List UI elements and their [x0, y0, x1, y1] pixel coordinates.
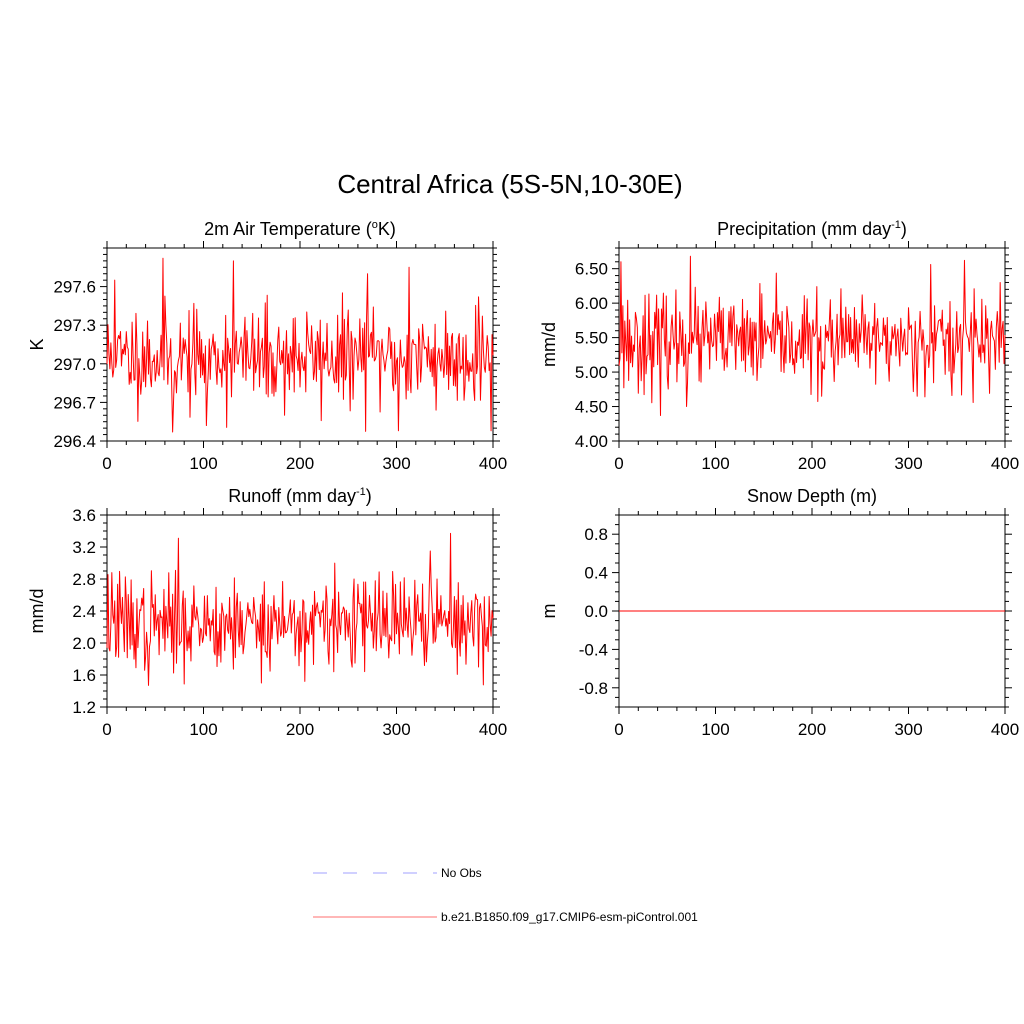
figure-title: Central Africa (5S-5N,10-30E) — [337, 169, 682, 199]
panels: 2m Air Temperature (oK) K 0 100 200 300 400 296… — [27, 219, 1019, 739]
y-tick-label: 5.00 — [575, 363, 608, 382]
x-tick-label: 400 — [479, 720, 507, 739]
y-tick-label: 6.00 — [575, 294, 608, 313]
x-tick-label: 300 — [382, 454, 410, 473]
y-axis-label: mm/d — [539, 322, 559, 367]
panel-title: 2m Air Temperature (oK) — [204, 219, 396, 239]
chart-panel: Runoff (mm day-1) mm/d 0 100 200 300 400 1.2 1.6… — [27, 486, 507, 739]
legend-label-model: b.e21.B1850.f09_g17.CMIP6-esm-piControl.… — [441, 910, 698, 924]
x-tick-label: 200 — [286, 454, 314, 473]
y-tick-label: 4.00 — [575, 432, 608, 451]
y-axis-label: mm/d — [27, 589, 47, 634]
x-tick-label: 0 — [614, 720, 623, 739]
series-line — [106, 532, 494, 686]
panel-title: Snow Depth (m) — [747, 486, 877, 506]
y-tick-label: 296.7 — [53, 393, 96, 412]
y-tick-label: 2.4 — [72, 602, 96, 621]
x-tick-label: 0 — [614, 454, 623, 473]
y-tick-label: -0.8 — [579, 679, 608, 698]
y-tick-label: 0.8 — [584, 525, 608, 544]
x-tick-label: 300 — [894, 720, 922, 739]
y-tick-label: 1.2 — [72, 698, 96, 717]
y-tick-label: 1.6 — [72, 666, 96, 685]
y-tick-label: 0.0 — [584, 602, 608, 621]
y-tick-label: 296.4 — [53, 432, 96, 451]
y-tick-label: 297.0 — [53, 355, 96, 374]
y-axis-label: m — [539, 604, 559, 619]
chart-panel: 2m Air Temperature (oK) K 0 100 200 300 400 296… — [27, 219, 507, 473]
chart-panel: Snow Depth (m) m 0 100 200 300 400 -0.8 -0.4 0.0 0… — [539, 486, 1019, 739]
x-tick-label: 100 — [701, 720, 729, 739]
y-tick-label: 5.50 — [575, 329, 608, 348]
series-line — [618, 255, 1006, 416]
x-tick-label: 300 — [382, 720, 410, 739]
y-tick-label: 0.4 — [584, 564, 608, 583]
series-line — [106, 257, 494, 433]
legend-label-no-obs: No Obs — [441, 866, 482, 880]
y-tick-label: 2.0 — [72, 634, 96, 653]
x-tick-label: 400 — [479, 454, 507, 473]
y-tick-label: 6.50 — [575, 260, 608, 279]
y-tick-label: 2.8 — [72, 570, 96, 589]
y-tick-label: 4.50 — [575, 398, 608, 417]
legend: No Obs b.e21.B1850.f09_g17.CMIP6-esm-piC… — [313, 866, 698, 924]
x-tick-label: 100 — [189, 720, 217, 739]
y-tick-label: -0.4 — [579, 640, 608, 659]
y-tick-label: 3.2 — [72, 538, 96, 557]
panel-title: Precipitation (mm day-1) — [717, 219, 907, 239]
x-tick-label: 100 — [701, 454, 729, 473]
x-tick-label: 400 — [991, 454, 1019, 473]
x-tick-label: 0 — [102, 720, 111, 739]
x-tick-label: 100 — [189, 454, 217, 473]
chart-panel: Precipitation (mm day-1) mm/d 0 100 200 300 40… — [539, 219, 1019, 473]
x-tick-label: 0 — [102, 454, 111, 473]
y-tick-label: 297.3 — [53, 316, 96, 335]
x-tick-label: 300 — [894, 454, 922, 473]
x-tick-label: 200 — [798, 720, 826, 739]
panel-title: Runoff (mm day-1) — [228, 486, 372, 506]
y-tick-label: 297.6 — [53, 278, 96, 297]
y-tick-label: 3.6 — [72, 506, 96, 525]
y-axis-label: K — [27, 338, 47, 350]
x-tick-label: 200 — [798, 454, 826, 473]
x-tick-label: 200 — [286, 720, 314, 739]
x-tick-label: 400 — [991, 720, 1019, 739]
